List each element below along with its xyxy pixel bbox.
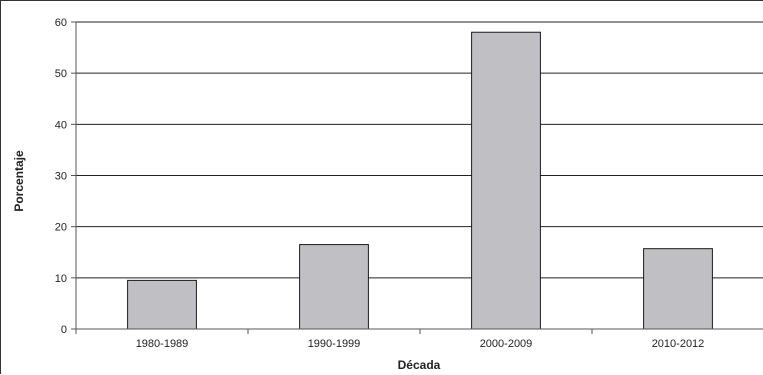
y-tick-label-10: 10	[55, 273, 67, 285]
y-tick-label-40: 40	[55, 119, 67, 131]
bars	[127, 31, 713, 330]
bar-1990-1999	[299, 244, 369, 330]
bar-2010-2012	[643, 248, 713, 330]
gridlines	[76, 21, 763, 279]
bar-1980-1989	[127, 279, 197, 330]
y-tick-label-0: 0	[61, 324, 67, 336]
tick-labels: 0 10 20 30 40 50 60 1980-1989 1990-1999 2000-2009…	[55, 17, 705, 350]
x-tick-label-1990-1999: 1990-1999	[308, 338, 361, 350]
y-tick-label-30: 30	[55, 171, 67, 183]
x-tick-label-1980-1989: 1980-1989	[136, 338, 189, 350]
y-tick-label-50: 50	[55, 68, 67, 80]
y-axis-title: Porcentaje	[12, 150, 26, 212]
x-tick-label-2000-2009: 2000-2009	[480, 338, 533, 350]
x-axis-title: Década	[398, 358, 441, 372]
y-tick-label-60: 60	[55, 17, 67, 29]
x-tick-label-2010-2012: 2010-2012	[652, 338, 705, 350]
y-tick-label-20: 20	[55, 222, 67, 234]
axes	[71, 21, 763, 334]
bar-2000-2009	[471, 31, 541, 330]
